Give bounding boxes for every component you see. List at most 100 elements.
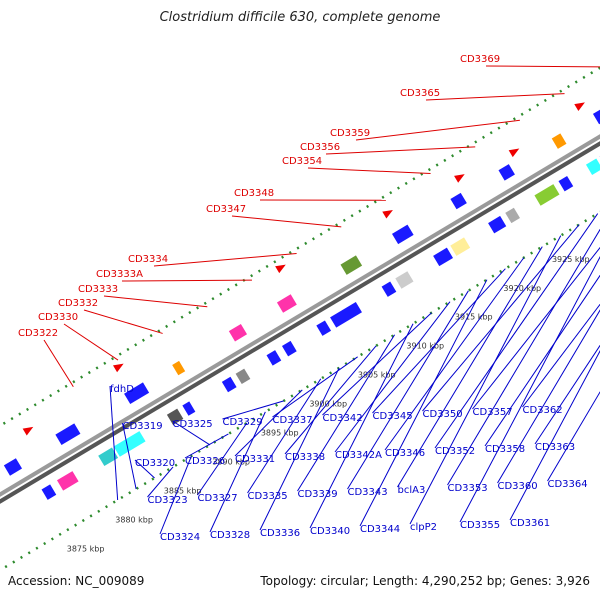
gene-block: [330, 301, 362, 328]
lower-leader-line: [234, 389, 303, 457]
lower-gene-label: CD3360: [498, 481, 538, 492]
scale-label: 3885 kbp: [164, 486, 202, 495]
lower-gene-label: CD3328: [210, 530, 250, 541]
gene-block: [56, 471, 79, 491]
lower-leader-line: [197, 422, 248, 496]
lower-leader-line: [422, 224, 580, 412]
gene-block: [381, 281, 397, 297]
lower-leader-line: [159, 455, 192, 535]
gene-block: [450, 237, 471, 256]
gene-block: [585, 158, 600, 175]
lower-leader-line: [359, 279, 488, 527]
upper-gene-label: CD3347: [206, 204, 246, 215]
gene-block: [558, 175, 574, 192]
lower-gene-label: CD3336: [260, 528, 300, 539]
upper-gene-label: CD3333: [78, 284, 118, 295]
lower-gene-label: CD3331: [235, 454, 275, 465]
upper-leader-line: [307, 167, 431, 175]
lower-leader-line: [109, 385, 119, 501]
scale-label: 3895 kbp: [261, 429, 299, 438]
upper-leader-line: [355, 119, 520, 141]
upper-gene-label: CD3333A: [96, 269, 143, 280]
upper-gene-label: CD3365: [400, 88, 440, 99]
lower-leader-line: [447, 228, 600, 486]
lower-gene-label: CD3353: [448, 483, 488, 494]
scale-label: 3875 kbp: [67, 544, 105, 553]
lower-leader-line: [372, 268, 506, 414]
lower-gene-label: CD3338: [285, 452, 325, 463]
gene-block: [488, 215, 507, 234]
lower-gene-label: CD3346: [385, 448, 425, 459]
lower-gene-label: CD3335: [248, 491, 288, 502]
upper-gene-label: CD3322: [18, 328, 58, 339]
gene-block: [450, 192, 467, 210]
lower-gene-label: CD3357: [473, 407, 513, 418]
upper-gene-label: CD3332: [58, 298, 98, 309]
scale-label: 3905 kbp: [358, 371, 396, 380]
scale-label: 3900 kbp: [309, 400, 347, 409]
lower-gene-label: CD3350: [423, 409, 463, 420]
backbone-upper-edge: [0, 134, 600, 497]
upper-leader-line: [425, 93, 565, 101]
lower-gene-label: CD3325: [173, 419, 213, 430]
lower-gene-label: CD3323: [148, 495, 188, 506]
upper-gene-label: CD3354: [282, 156, 322, 167]
lower-leader-line: [147, 466, 174, 498]
upper-gene-label: CD3334: [128, 254, 168, 265]
gene-block: [166, 408, 184, 426]
lower-leader-line: [547, 391, 600, 482]
red-marker: [275, 264, 286, 274]
lower-gene-label: CD3355: [460, 520, 500, 531]
upper-leader-line: [485, 65, 600, 68]
lower-leader-line: [484, 274, 600, 447]
gene-block: [172, 360, 186, 376]
lower-leader-line: [297, 334, 396, 492]
lower-tick-track: [0, 210, 600, 572]
lower-gene-label: CD3362: [523, 405, 563, 416]
lower-gene-label: CD3324: [160, 532, 200, 543]
scale-label: 3915 kbp: [455, 313, 493, 322]
upper-tick-track: [0, 66, 600, 428]
scale-label: 3925 kbp: [552, 255, 590, 264]
lower-leader-line: [272, 356, 358, 418]
lower-gene-label: CD3340: [310, 526, 350, 537]
gene-block: [551, 133, 567, 149]
gene-block: [592, 106, 600, 125]
lower-gene-label: CD3337: [273, 415, 313, 426]
map-title: Clostridium difficile 630, complete geno…: [159, 10, 441, 25]
gene-block: [228, 324, 248, 342]
red-marker: [454, 174, 465, 183]
gene-block: [182, 401, 196, 416]
lower-gene-label: fdhD: [110, 384, 134, 395]
lower-leader-line: [534, 344, 600, 445]
lower-leader-line: [259, 367, 340, 531]
accession-text: Accession: NC_009089: [8, 574, 145, 588]
lower-leader-line: [247, 378, 322, 494]
lower-gene-label: CD3363: [535, 442, 575, 453]
lower-leader-line: [309, 323, 414, 529]
gene-block: [498, 164, 515, 181]
gene-block: [113, 431, 146, 457]
gene-block: [98, 447, 119, 467]
lower-leader-line: [284, 345, 377, 455]
lower-leader-line: [172, 420, 211, 446]
lower-leader-line: [522, 303, 600, 408]
lower-gene-label: CD3319: [123, 421, 163, 432]
upper-leader-line: [325, 146, 476, 155]
upper-gene-label: CD3330: [38, 312, 78, 323]
lower-leader-line: [209, 411, 266, 533]
lower-gene-label: CD3364: [548, 479, 588, 490]
gene-block: [221, 376, 237, 393]
lower-leader-line: [334, 301, 451, 453]
gene-block: [534, 184, 560, 206]
gene-block: [266, 350, 282, 366]
lower-gene-label: bclA3: [398, 485, 426, 496]
lower-leader-line: [434, 213, 599, 449]
upper-leader-line: [153, 252, 297, 267]
red-marker: [574, 102, 585, 111]
red-marker: [22, 426, 34, 436]
lower-gene-label: CD3352: [435, 446, 475, 457]
upper-leader-line: [43, 339, 74, 387]
red-marker: [382, 209, 393, 219]
lower-leader-line: [222, 400, 284, 420]
